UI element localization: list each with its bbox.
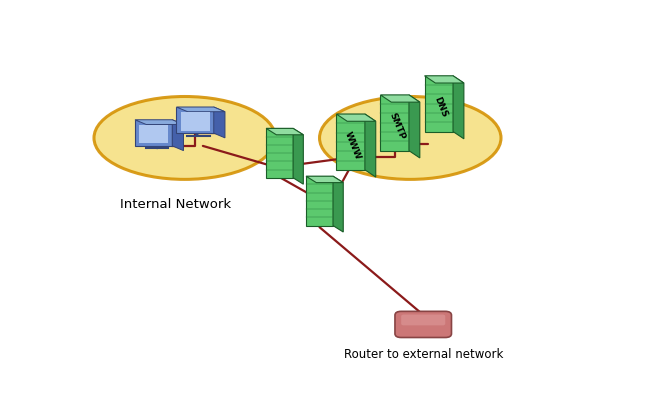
Polygon shape [365,115,376,178]
Polygon shape [139,126,168,144]
Text: SMTP: SMTP [387,112,406,141]
Ellipse shape [320,97,501,180]
Polygon shape [214,108,225,138]
FancyBboxPatch shape [395,311,452,338]
Polygon shape [177,108,225,112]
Polygon shape [135,121,173,147]
Polygon shape [266,129,293,178]
Polygon shape [425,76,464,84]
Polygon shape [266,129,303,135]
Polygon shape [177,108,214,134]
Text: WWW: WWW [343,130,363,161]
Polygon shape [425,76,453,132]
Ellipse shape [94,97,276,180]
FancyBboxPatch shape [401,315,446,325]
Polygon shape [173,121,183,151]
Polygon shape [381,96,420,103]
Polygon shape [181,113,209,131]
Polygon shape [381,96,409,151]
Polygon shape [409,96,420,159]
Text: Router to external network: Router to external network [344,347,503,360]
Polygon shape [135,121,183,125]
Text: Internal Network: Internal Network [120,197,231,210]
Polygon shape [306,177,333,226]
Text: DNS: DNS [433,95,449,119]
Polygon shape [337,115,365,171]
Polygon shape [337,115,376,122]
Polygon shape [333,177,343,233]
Polygon shape [293,129,303,185]
Polygon shape [453,76,464,140]
Polygon shape [306,177,343,183]
